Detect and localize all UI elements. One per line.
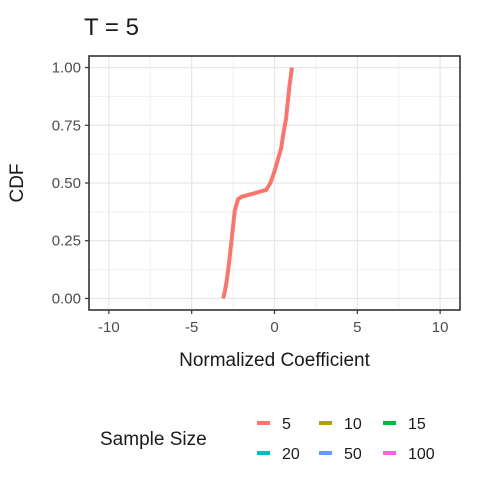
x-tick-label: 10 [432, 319, 449, 336]
x-tick-label: -5 [185, 319, 198, 336]
x-tick-label: -10 [98, 319, 120, 336]
x-tick-label: 5 [353, 319, 361, 336]
legend-label: 15 [408, 416, 426, 433]
y-tick-label: 0.25 [52, 233, 81, 250]
legend-label: 20 [282, 446, 300, 463]
legend-label: 10 [344, 416, 362, 433]
legend-item-50: 50 [319, 446, 362, 463]
legend-label: 50 [344, 446, 362, 463]
legend-item-10: 10 [319, 416, 362, 433]
series-layer [221, 67, 294, 299]
y-tick-label: 0.00 [52, 290, 81, 307]
legend-item-15: 15 [383, 416, 426, 433]
legend-title: Sample Size [100, 429, 207, 450]
series-line-5 [221, 67, 294, 299]
y-tick-label: 0.50 [52, 175, 81, 192]
legend-label: 100 [408, 446, 435, 463]
y-tick-label: 1.00 [52, 60, 81, 77]
x-axis-title: Normalized Coefficient [179, 350, 371, 371]
tick-layer: -10 -5 0 5 10 0.00 0.25 0.50 0.75 1.00 [52, 60, 449, 336]
y-tick-label: 0.75 [52, 117, 81, 134]
y-axis-title: CDF [7, 163, 28, 202]
legend-item-5: 5 [257, 416, 291, 433]
legend-item-100: 100 [383, 446, 435, 463]
x-tick-label: 0 [270, 319, 278, 336]
legend-item-20: 20 [257, 446, 300, 463]
legend: Sample Size 5 10 15 20 50 100 [100, 416, 435, 463]
legend-items: 5 10 15 20 50 100 [257, 416, 435, 463]
chart-title: T = 5 [84, 14, 139, 41]
legend-label: 5 [282, 416, 291, 433]
grid-layer [89, 56, 460, 310]
